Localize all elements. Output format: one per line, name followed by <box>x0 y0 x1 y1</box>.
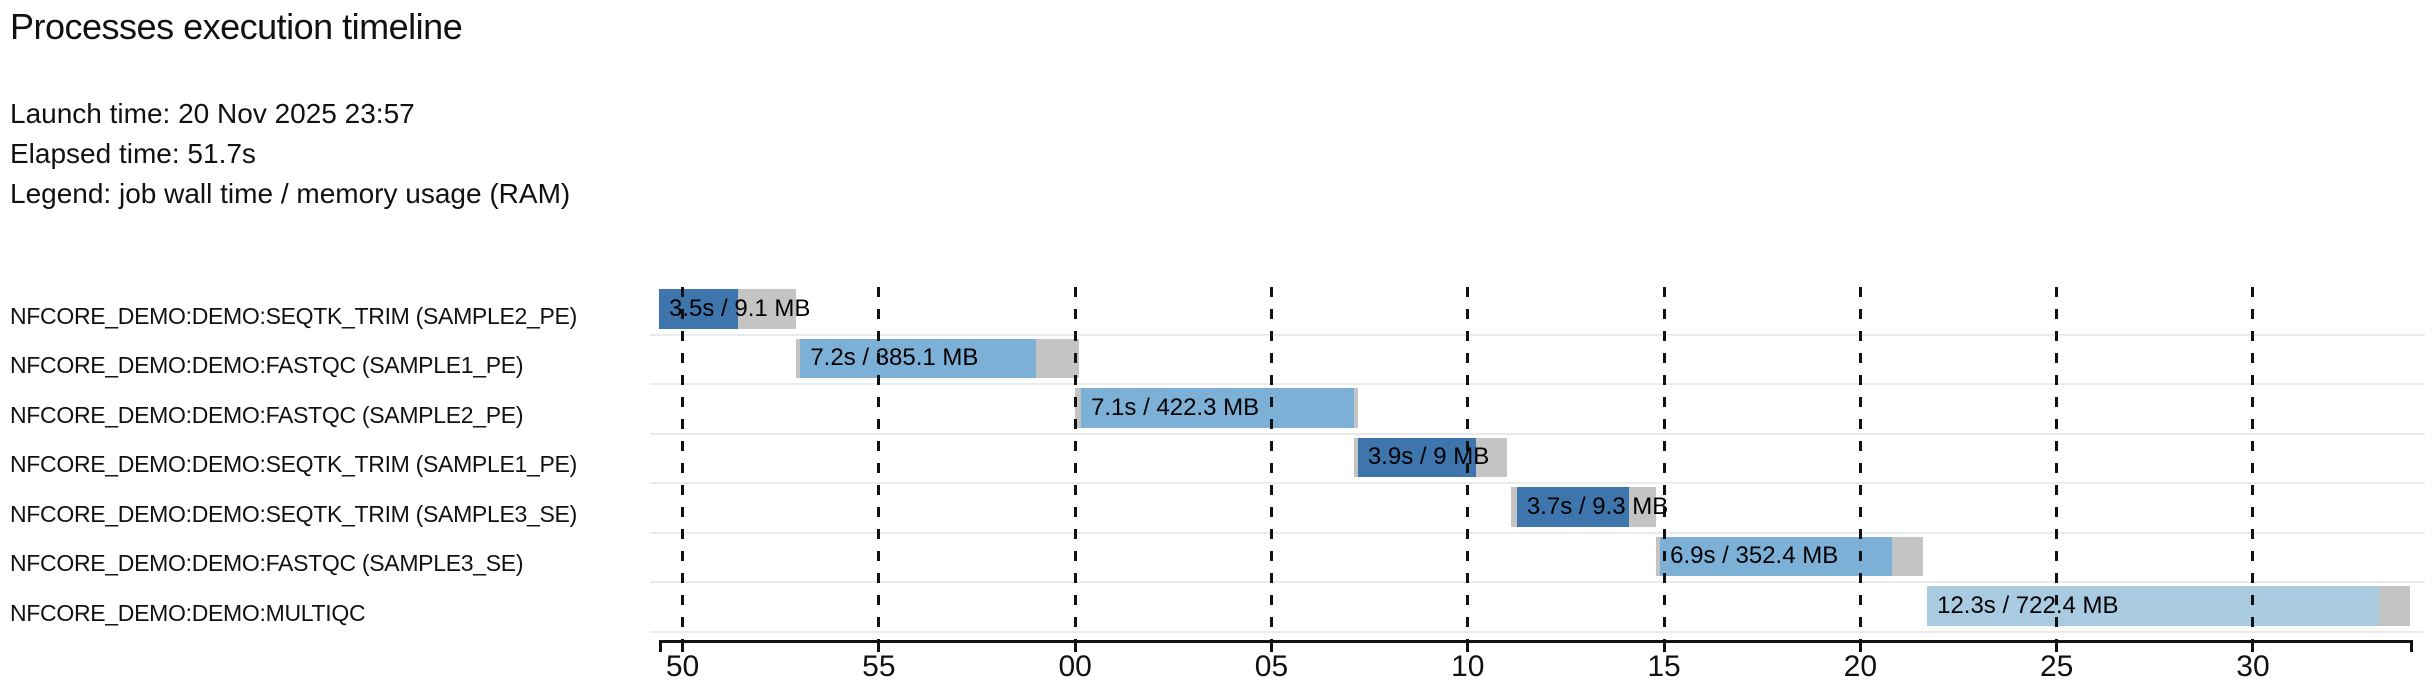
grid-line <box>1073 287 1077 640</box>
axis-tick <box>2055 640 2059 652</box>
process-label: NFCORE_DEMO:DEMO:FASTQC (SAMPLE2_PE) <box>10 401 524 428</box>
task-bar <box>1927 586 2410 626</box>
axis-tick <box>1466 640 1470 652</box>
row-separator <box>650 333 2425 336</box>
task-bar-label: 3.5s / 9.1 MB <box>669 294 811 322</box>
elapsed-time-line: Elapsed time: 51.7s <box>10 138 256 169</box>
axis-tick <box>1858 640 1862 652</box>
axis-end-cap <box>2410 640 2413 652</box>
task-bar-label: 12.3s / 722.4 MB <box>1937 591 2119 619</box>
row-separator <box>650 531 2425 534</box>
grid-line <box>1858 287 1862 640</box>
task-bar <box>1075 388 1358 428</box>
row-separator <box>650 432 2425 435</box>
task-bar-run-segment <box>659 289 738 329</box>
axis-tick-label: 50 <box>665 650 700 683</box>
legend-line: Legend: job wall time / memory usage (RA… <box>10 178 571 209</box>
report-info: Launch time: 20 Nov 2025 23:57 Elapsed t… <box>10 94 570 214</box>
task-bar <box>659 289 797 329</box>
grid-line <box>2251 287 2255 640</box>
launch-time-line: Launch time: 20 Nov 2025 23:57 <box>10 98 415 129</box>
task-bar-run-segment <box>1660 536 1892 576</box>
task-bar-label: 3.7s / 9.3 MB <box>1526 492 1669 520</box>
grid-line <box>877 287 881 640</box>
task-bar <box>1353 437 1507 477</box>
task-bar <box>796 338 1080 378</box>
task-bar-label: 7.1s / 422.3 MB <box>1091 393 1260 421</box>
task-bar-label: 6.9s / 352.4 MB <box>1670 542 1839 570</box>
grid-line <box>1662 287 1666 640</box>
page-title: Processes execution timeline <box>10 6 463 47</box>
axis-tick <box>681 640 685 652</box>
grid-line <box>2055 287 2059 640</box>
axis-tick-label: 55 <box>862 650 896 683</box>
axis-tick <box>1662 640 1666 652</box>
axis-tick-label: 25 <box>2039 650 2074 683</box>
axis-tick <box>1269 640 1273 652</box>
axis-tick-label: 10 <box>1451 650 1485 683</box>
axis-line <box>659 640 2413 643</box>
grid-line <box>681 287 685 640</box>
row-separator <box>650 383 2425 385</box>
row-separator <box>650 630 2425 633</box>
axis-end-cap <box>659 640 662 652</box>
axis-tick <box>1073 640 1077 652</box>
axis-tick <box>2251 640 2255 652</box>
row-separator <box>650 581 2425 583</box>
axis-tick-label: 15 <box>1647 650 1681 683</box>
process-label: NFCORE_DEMO:DEMO:SEQTK_TRIM (SAMPLE1_PE) <box>10 451 577 477</box>
task-bar-label: 3.9s / 9 MB <box>1367 443 1490 471</box>
axis-tick-label: 30 <box>2236 650 2270 683</box>
task-bar-run-segment <box>1927 586 2379 626</box>
task-bar-run-segment <box>1081 388 1354 428</box>
process-label: NFCORE_DEMO:DEMO:FASTQC (SAMPLE3_SE) <box>10 550 524 576</box>
grid-line <box>1269 287 1273 640</box>
task-bar-run-segment <box>1516 487 1629 527</box>
row-separator <box>650 482 2425 484</box>
axis-tick-label: 20 <box>1843 650 1878 683</box>
process-label: NFCORE_DEMO:DEMO:SEQTK_TRIM (SAMPLE2_PE) <box>10 302 577 329</box>
task-bar-run-segment <box>1357 437 1476 477</box>
task-bar-label: 7.2s / 385.1 MB <box>810 344 979 372</box>
process-label: NFCORE_DEMO:DEMO:MULTIQC <box>10 599 366 626</box>
grid-line <box>1466 287 1470 640</box>
axis-tick-label: 00 <box>1058 650 1092 683</box>
task-bar-run-segment <box>800 338 1036 378</box>
process-label: NFCORE_DEMO:DEMO:SEQTK_TRIM (SAMPLE3_SE) <box>10 500 577 527</box>
task-bar <box>1510 487 1657 527</box>
process-label: NFCORE_DEMO:DEMO:FASTQC (SAMPLE1_PE) <box>10 352 524 378</box>
task-bar <box>1656 536 1924 576</box>
axis-tick <box>877 640 881 652</box>
axis-tick-label: 05 <box>1254 650 1289 683</box>
